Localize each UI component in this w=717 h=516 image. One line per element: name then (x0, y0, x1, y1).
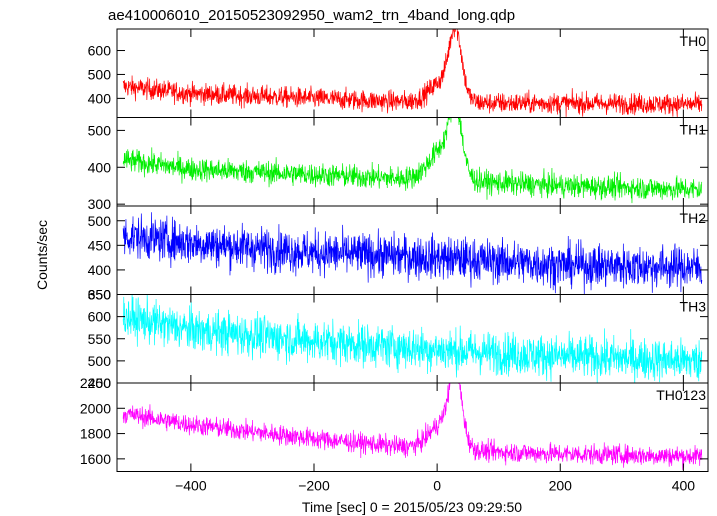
x-axis-label: Time [sec] 0 = 2015/05/23 09:29:50 (302, 499, 522, 515)
series-line-th3 (122, 294, 703, 383)
panel-th1: 300 400 500 TH1 (88, 117, 709, 212)
x-tick-label: 200 (549, 478, 573, 494)
band-label: TH0 (680, 33, 707, 49)
y-tick-label: 1600 (80, 451, 111, 467)
y-tick-label: 500 (88, 213, 112, 229)
panels-group: 400 500 600 TH0 300 400 500 TH1 350 400 450 500 TH2 4… (80, 28, 709, 494)
chart-title: ae410006010_20150523092950_wam2_trn_4ban… (108, 7, 515, 24)
y-tick-label: 500 (88, 122, 112, 138)
x-tick-label: −400 (175, 478, 207, 494)
y-tick-label: 400 (88, 262, 112, 278)
x-tick-label: −200 (298, 478, 330, 494)
band-label: TH3 (680, 299, 707, 315)
band-label: TH0123 (656, 387, 706, 403)
y-tick-label: 300 (88, 196, 112, 212)
y-tick-label: 600 (88, 309, 112, 325)
panel-frame (116, 382, 709, 472)
series-line-th0 (122, 29, 703, 118)
series-line-th2 (122, 212, 703, 294)
panel-th3: 450 500 550 600 650 TH3 (88, 287, 709, 391)
y-tick-label: 2000 (80, 400, 111, 416)
y-tick-label: 2200 (80, 375, 111, 391)
y-tick-label: 550 (88, 331, 112, 347)
series-line-th1 (122, 117, 703, 204)
y-tick-label: 350 (88, 287, 112, 303)
band-label: TH2 (680, 210, 707, 226)
band-label: TH1 (680, 122, 707, 138)
panel-frame (116, 294, 709, 384)
panel-th2: 350 400 450 500 TH2 (88, 205, 709, 303)
y-tick-label: 500 (88, 353, 112, 369)
y-tick-label: 450 (88, 375, 112, 391)
y-tick-label: 650 (88, 287, 112, 303)
x-tick-label: 400 (672, 478, 696, 494)
y-tick-label: 500 (88, 66, 112, 82)
y-tick-label: 1800 (80, 426, 111, 442)
y-tick-label: 400 (88, 90, 112, 106)
y-tick-label: 400 (88, 159, 112, 175)
y-axis-label: Counts/sec (34, 220, 50, 290)
panel-th0123: 1600 1800 2000 2200 TH0123 (80, 375, 709, 472)
y-tick-label: 600 (88, 43, 112, 59)
y-tick-label: 450 (88, 237, 112, 253)
x-tick-label: 0 (433, 478, 441, 494)
series-line-th0123 (122, 383, 703, 470)
panel-th0: 400 500 600 TH0 (88, 28, 709, 118)
